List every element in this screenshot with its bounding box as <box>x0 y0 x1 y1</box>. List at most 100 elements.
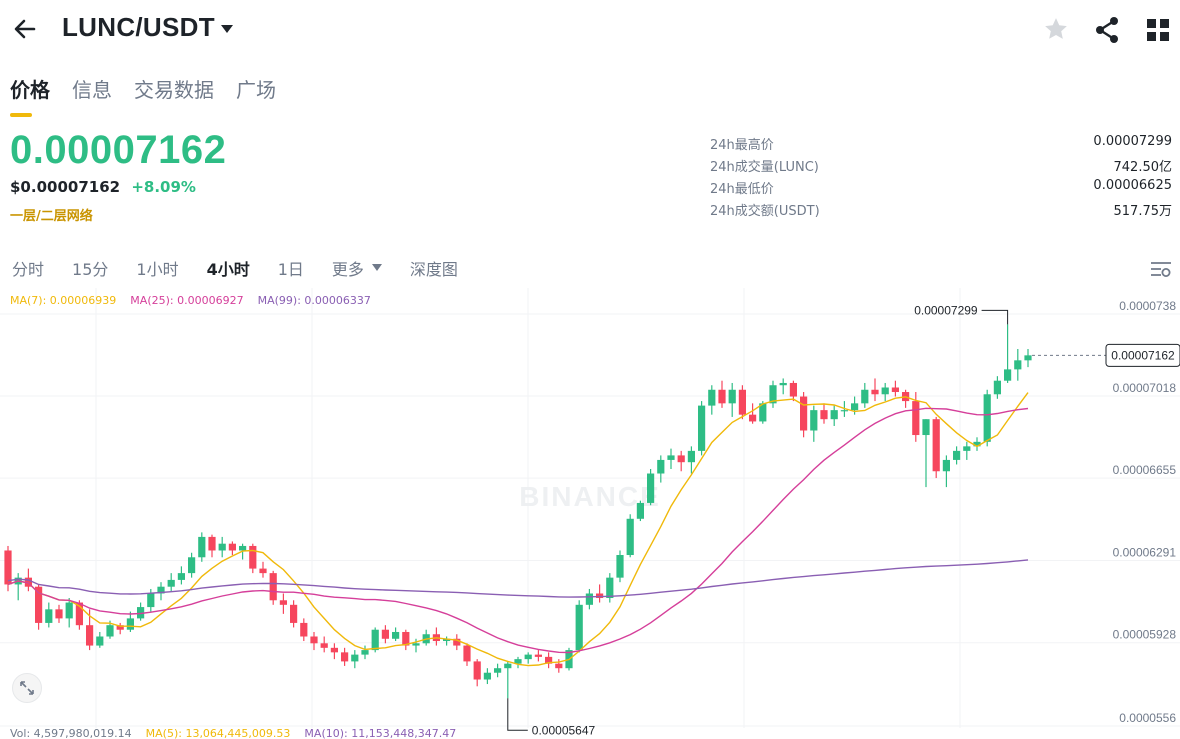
candle-up <box>728 382 736 417</box>
network-tag[interactable]: 一层/二层网络 <box>10 209 93 224</box>
main-tabs: 价格 信息 交易数据 广场 <box>10 74 276 117</box>
y-tick-label: 0.0000556 <box>1119 711 1176 725</box>
candle-up <box>392 627 400 642</box>
candle-up <box>218 536 226 558</box>
candle-down <box>718 380 726 408</box>
candle-body <box>1004 369 1012 381</box>
candle-body <box>453 638 461 646</box>
candle-body <box>840 410 848 412</box>
interval-depth[interactable]: 深度图 <box>409 260 458 279</box>
candle-down <box>545 652 553 669</box>
share-icon[interactable] <box>1094 16 1120 44</box>
candle-body <box>820 410 828 420</box>
candle-body <box>126 618 134 630</box>
stat-row: 24h成交额(USDT) 517.75万 <box>710 200 1172 222</box>
interval-more[interactable]: 更多 <box>332 256 382 280</box>
candle-body <box>351 654 359 662</box>
candle-body <box>75 602 83 626</box>
stat-label: 24h成交量(LUNC) <box>710 160 819 175</box>
candle-down <box>320 636 328 653</box>
candle-up <box>698 401 706 456</box>
candle-up <box>636 500 644 522</box>
interval-1h[interactable]: 1小时 <box>136 260 179 279</box>
candle-body <box>718 389 726 404</box>
tab-square[interactable]: 广场 <box>236 78 276 102</box>
candle-up <box>810 405 818 442</box>
candle-body <box>942 459 950 472</box>
candle-body <box>534 654 542 657</box>
candle-body <box>177 573 185 580</box>
candle-body <box>473 661 481 680</box>
candle-body <box>504 663 512 669</box>
candle-body <box>779 382 787 386</box>
chart-settings-icon[interactable] <box>1150 260 1172 278</box>
candle-up <box>524 652 532 664</box>
tab-trading-data[interactable]: 交易数据 <box>134 78 214 102</box>
candle-up <box>494 663 502 678</box>
candle-body <box>677 455 685 463</box>
stat-row: 24h成交量(LUNC) 742.50亿 <box>710 156 1172 178</box>
candle-up <box>993 376 1001 399</box>
candle-up <box>412 638 420 653</box>
caret-down-icon[interactable] <box>220 24 234 34</box>
tab-price[interactable]: 价格 <box>10 74 50 117</box>
interval-line[interactable]: 分时 <box>12 260 45 279</box>
candle-down <box>738 385 746 420</box>
candle-up <box>351 650 359 669</box>
candle-body <box>963 446 971 451</box>
candle-up <box>1004 324 1012 383</box>
candle-body <box>789 382 797 397</box>
y-tick-label: 0.0000738 <box>1119 299 1176 313</box>
star-icon[interactable] <box>1043 16 1069 42</box>
candle-body <box>330 647 338 653</box>
candle-body <box>279 600 287 605</box>
expand-chart-button[interactable] <box>12 673 42 703</box>
candle-up <box>667 448 675 469</box>
candle-body <box>157 586 165 594</box>
candle-down <box>932 416 940 479</box>
candle-body <box>851 403 859 411</box>
y-tick-label: 0.00006291 <box>1113 546 1177 560</box>
interval-1d[interactable]: 1日 <box>277 260 304 279</box>
tab-info[interactable]: 信息 <box>72 78 112 102</box>
candle-body <box>249 545 257 569</box>
candle-down <box>902 389 910 408</box>
candle-body <box>392 631 400 639</box>
candle-down <box>249 543 257 574</box>
candle-up <box>708 385 716 415</box>
candle-body <box>116 625 124 630</box>
ma25-value: MA(25): 0.00006927 <box>130 294 244 307</box>
grid-icon[interactable] <box>1146 18 1170 42</box>
interval-4h[interactable]: 4小时 <box>206 260 250 279</box>
interval-15m[interactable]: 15分 <box>72 260 109 279</box>
candle-up <box>647 468 655 506</box>
candle-body <box>891 387 899 393</box>
candle-up <box>137 602 145 621</box>
candle-down <box>463 643 471 666</box>
candle-body <box>1014 360 1022 370</box>
interval-more-label: 更多 <box>331 260 364 279</box>
candle-body <box>759 403 767 422</box>
candle-body <box>463 645 471 662</box>
candle-body <box>239 545 247 551</box>
candle-up <box>616 550 624 583</box>
candle-body <box>259 568 267 574</box>
price-annotations: 0.00007299 0.00005647 0.00007162 <box>507 303 1180 737</box>
candle-body <box>830 410 838 420</box>
candle-body <box>596 593 604 599</box>
candle-body <box>800 396 808 431</box>
low-marker-line <box>507 698 528 731</box>
candle-up <box>963 441 971 460</box>
current-price-box <box>1105 343 1180 367</box>
candle-up <box>65 598 73 628</box>
candlestick-chart[interactable]: BINANCE 0.00007380.000070180.000066550.0… <box>0 288 1180 739</box>
candle-down <box>4 545 12 592</box>
candle-body <box>769 385 777 404</box>
candle-up <box>188 552 196 578</box>
candle-body <box>749 414 757 422</box>
candle-up <box>96 631 104 648</box>
back-arrow-icon[interactable] <box>10 14 40 44</box>
candle-body <box>45 609 53 623</box>
candle-down <box>269 570 277 605</box>
pair-title[interactable]: LUNC/USDT <box>62 12 215 42</box>
